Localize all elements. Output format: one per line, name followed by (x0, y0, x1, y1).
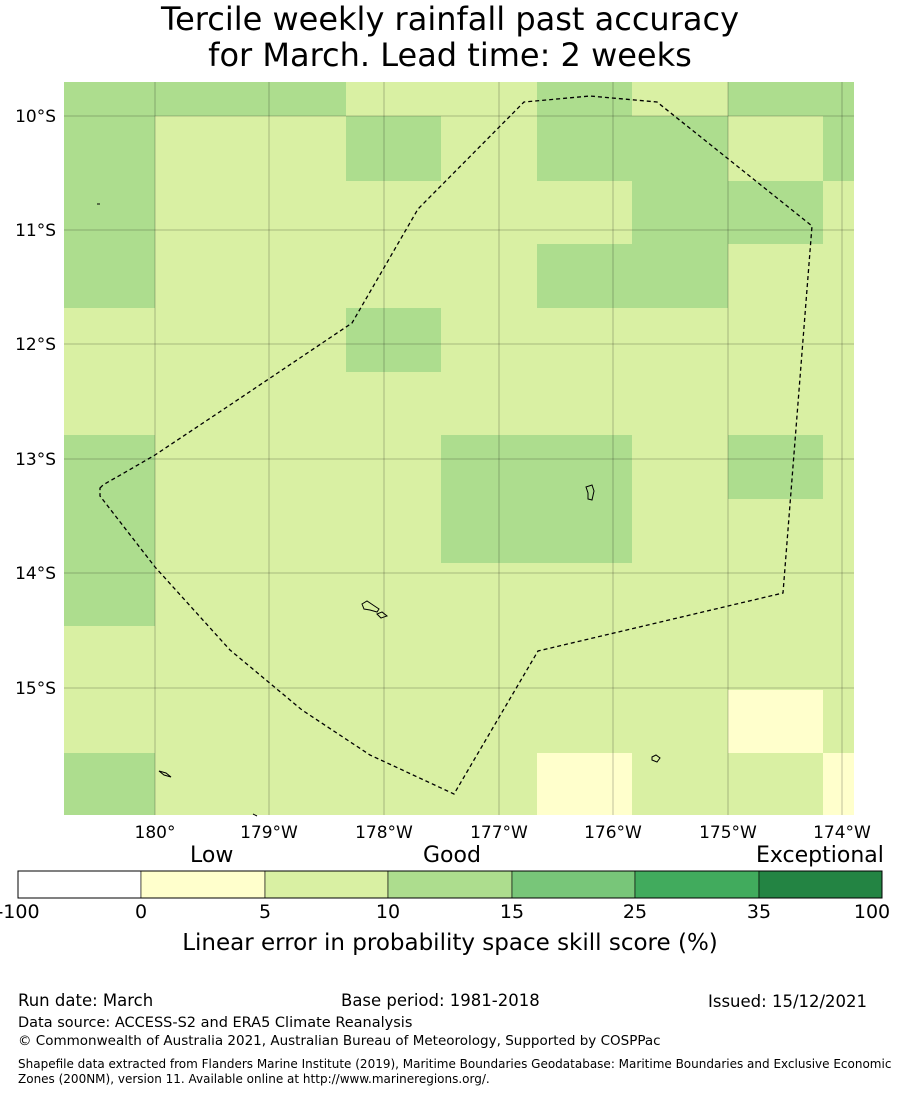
skill-cell (537, 244, 728, 308)
colorbar-word-low: Low (190, 843, 234, 868)
copyright-notice: © Commonwealth of Australia 2021, Austra… (18, 1033, 661, 1049)
colorbar-tick: 5 (258, 901, 272, 923)
colorbar-tick: 25 (622, 901, 648, 923)
colorbar-tick: 0 (134, 901, 148, 923)
colorbar-segment (264, 870, 389, 899)
longitude-tick-label: 175°W (699, 823, 757, 843)
skill-cell (728, 435, 823, 499)
skill-cell (346, 116, 441, 181)
island-coast (651, 754, 661, 763)
coastlines (97, 203, 661, 817)
skill-cell (64, 82, 346, 116)
skill-cell (823, 753, 854, 815)
colorbar-segment (140, 870, 266, 899)
skill-cell (728, 690, 823, 753)
island-coast (376, 611, 389, 619)
island-coast (158, 770, 172, 778)
skill-cell (632, 181, 823, 244)
graticule (64, 82, 854, 815)
latitude-tick-labels: 10°S 11°S 12°S 13°S 14°S 15°S (15, 107, 56, 699)
map-title-line2: for March. Lead time: 2 weeks (208, 36, 692, 74)
longitude-tick-labels: 180° 179°W 178°W 177°W 176°W 175°W 174°W (135, 823, 872, 843)
skill-cell (728, 82, 854, 116)
longitude-tick-label: 177°W (470, 823, 528, 843)
base-period: Base period: 1981-2018 (341, 991, 540, 1010)
shapefile-credit: Shapefile data extracted from Flanders M… (18, 1057, 892, 1086)
longitude-tick-label: 176°W (584, 823, 642, 843)
latitude-tick-label: 12°S (15, 335, 56, 355)
colorbar (17, 870, 883, 899)
longitude-tick-label: 174°W (813, 823, 871, 843)
colorbar-tick: 100 (853, 901, 891, 923)
colorbar-segment (17, 870, 142, 899)
colorbar-tick: -100 (0, 901, 40, 923)
longitude-tick-label: 178°W (355, 823, 413, 843)
skill-cell (64, 435, 155, 626)
colorbar-tick: 10 (375, 901, 401, 923)
latitude-tick-label: 14°S (15, 564, 56, 584)
latitude-tick-label: 11°S (15, 221, 56, 241)
data-source: Data source: ACCESS-S2 and ERA5 Climate … (18, 1015, 413, 1031)
colorbar-tick: 15 (499, 901, 525, 923)
colorbar-outline (17, 870, 883, 899)
colorbar-segment (387, 870, 513, 899)
skill-grid-cells (64, 82, 854, 815)
colorbar-word-good: Good (423, 843, 481, 868)
island-coast (361, 600, 380, 613)
colorbar-tick: 35 (746, 901, 772, 923)
island-coast (252, 813, 258, 817)
skill-cell (441, 435, 632, 563)
run-date: Run date: March (18, 991, 154, 1010)
colorbar-word-exceptional: Exceptional (756, 843, 884, 868)
skill-cell (64, 116, 155, 308)
longitude-tick-label: 179°W (240, 823, 298, 843)
colorbar-label: Linear error in probability space skill … (182, 930, 718, 956)
skill-cell (64, 753, 155, 815)
skill-cell (823, 116, 854, 181)
latitude-tick-label: 13°S (15, 450, 56, 470)
issued-date: Issued: 15/12/2021 (708, 992, 868, 1011)
skill-cell (537, 116, 728, 181)
eez-boundary (99, 95, 813, 795)
colorbar-segment (634, 870, 760, 899)
colorbar-segment (511, 870, 636, 899)
map-title-line1: Tercile weekly rainfall past accuracy (160, 0, 739, 38)
skill-cell (537, 753, 632, 815)
longitude-tick-label: 180° (135, 823, 176, 843)
colorbar-segment (758, 870, 883, 899)
latitude-tick-label: 15°S (15, 679, 56, 699)
latitude-tick-label: 10°S (15, 107, 56, 127)
island-coast (585, 484, 595, 501)
skill-cell (346, 308, 441, 372)
